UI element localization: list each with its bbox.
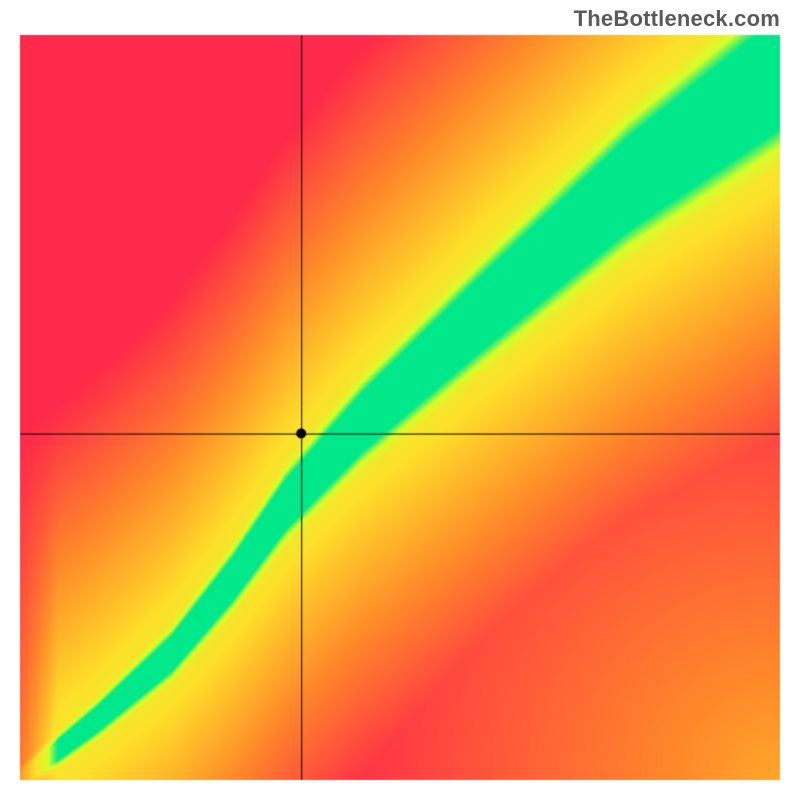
chart-container: { "watermark": "TheBottleneck.com", "lay… <box>0 0 800 800</box>
bottleneck-heatmap <box>0 0 800 800</box>
watermark-text: TheBottleneck.com <box>574 6 780 32</box>
